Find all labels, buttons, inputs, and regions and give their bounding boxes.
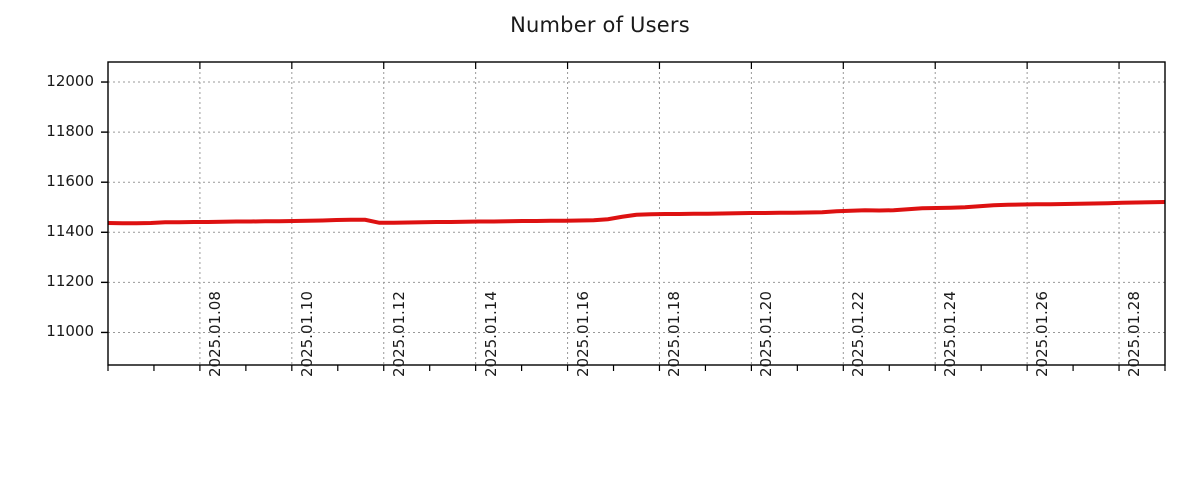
x-tick-label: 2025.01.18 [665,291,684,377]
x-tick-label: 2025.01.28 [1125,291,1144,377]
x-tick-label: 2025.01.08 [205,291,224,377]
x-tick-marks [107,62,1166,371]
y-tick-label: 11000 [46,322,94,341]
x-tick-label: 2025.01.10 [297,291,316,377]
y-tick-label: 11800 [46,122,94,141]
x-tick-label: 2025.01.26 [1033,291,1052,377]
x-tick-label: 2025.01.20 [757,291,776,377]
x-tick-label: 2025.01.22 [849,291,868,377]
y-tick-label: 11400 [46,222,94,241]
x-tick-label: 2025.01.12 [389,291,408,377]
y-tick-label: 11200 [46,272,94,291]
y-tick-label: 12000 [46,72,94,91]
y-gridlines [108,81,1165,333]
x-tick-label: 2025.01.16 [573,291,592,377]
chart-title: Number of Users [510,13,690,37]
x-tick-label: 2025.01.14 [481,291,500,377]
y-tick-marks [101,81,108,334]
y-tick-label: 11600 [46,172,94,191]
x-tick-label: 2025.01.24 [941,291,960,377]
data-series-line [107,199,1166,226]
plot-frame [107,61,1166,366]
